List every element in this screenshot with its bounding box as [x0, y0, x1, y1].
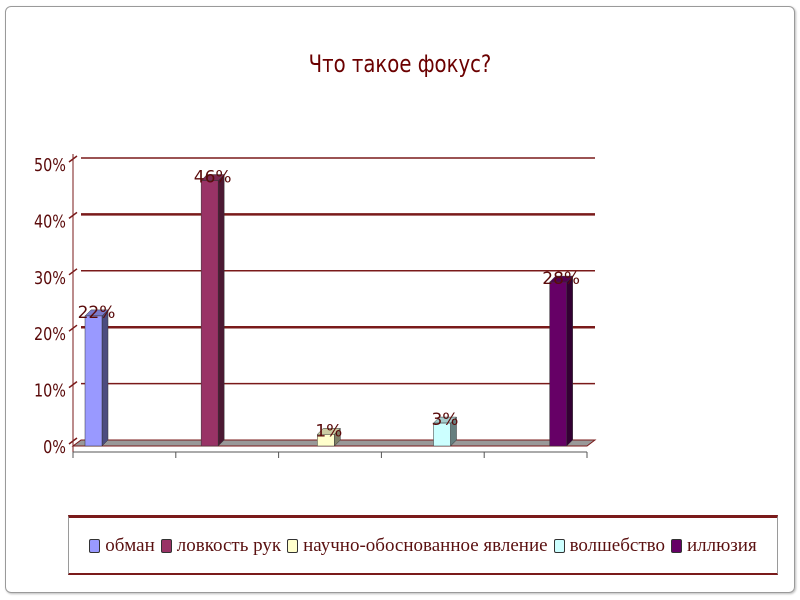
- y-tick-label: 0%: [43, 436, 66, 457]
- y-tick-label: 30%: [34, 267, 66, 288]
- data-label: 28%: [542, 269, 580, 289]
- legend-label: обман: [105, 534, 155, 556]
- legend-swatch: [89, 538, 101, 553]
- bar: [84, 315, 103, 447]
- legend-swatch: [670, 538, 682, 553]
- legend-item: обман: [89, 534, 155, 557]
- bar-side: [217, 173, 225, 447]
- data-label: 22%: [78, 303, 116, 323]
- bar: [549, 281, 567, 447]
- legend-swatch: [287, 538, 299, 553]
- chart-frame: [5, 6, 795, 593]
- chart-title: Что такое фокус?: [308, 50, 492, 78]
- bar-side: [101, 309, 109, 447]
- y-tick-label: 20%: [34, 324, 66, 345]
- data-label: 1%: [315, 421, 342, 441]
- legend-item: научно-обоснованное явление: [287, 534, 548, 557]
- y-tick-label: 50%: [34, 154, 66, 175]
- legend-swatch: [553, 538, 565, 553]
- data-label: 46%: [194, 168, 232, 188]
- bar: [200, 180, 219, 447]
- y-tick-label: 10%: [34, 380, 66, 401]
- legend-label: научно-обоснованное явление: [303, 534, 548, 556]
- y-tick-label: 40%: [34, 211, 66, 232]
- legend-item: иллюзия: [670, 534, 757, 557]
- legend-item: волшебство: [553, 534, 665, 557]
- bar: [433, 422, 451, 447]
- legend: обман ловкость рук научно-обоснованное явл…: [68, 515, 778, 575]
- legend-label: волшебство: [569, 534, 665, 556]
- legend-label: ловкость рук: [176, 534, 282, 556]
- legend-swatch: [160, 538, 172, 553]
- bar: [317, 434, 335, 447]
- data-label: 3%: [431, 410, 458, 430]
- legend-item: ловкость рук: [160, 534, 282, 557]
- legend-label: иллюзия: [686, 534, 757, 556]
- bar-side: [566, 275, 573, 447]
